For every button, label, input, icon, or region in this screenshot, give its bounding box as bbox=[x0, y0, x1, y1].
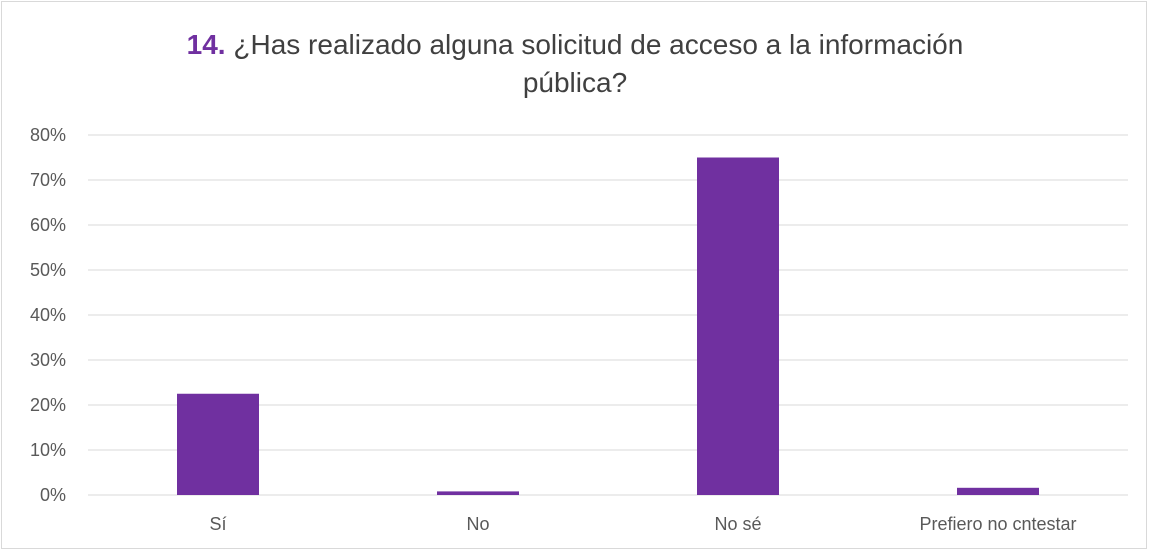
bar bbox=[177, 393, 259, 495]
y-tick-label: 20% bbox=[30, 395, 66, 415]
x-tick-label: No sé bbox=[714, 514, 761, 534]
y-tick-label: 50% bbox=[30, 260, 66, 280]
y-tick-label: 80% bbox=[30, 125, 66, 145]
x-axis-tick-labels: Sí No No sé Prefiero no cntestar bbox=[209, 514, 1076, 534]
y-tick-label: 10% bbox=[30, 440, 66, 460]
chart-title: 14. ¿Has realizado alguna solicitud de a… bbox=[0, 26, 1150, 102]
y-tick-label: 30% bbox=[30, 350, 66, 370]
chart-title-line2: pública? bbox=[522, 67, 628, 98]
y-tick-label: 70% bbox=[30, 170, 66, 190]
chart-title-text: ¿Has realizado alguna solicitud de acces… bbox=[233, 29, 964, 60]
chart-title-line1: 14. ¿Has realizado alguna solicitud de a… bbox=[0, 26, 1150, 64]
bar bbox=[697, 157, 779, 495]
y-tick-label: 40% bbox=[30, 305, 66, 325]
bars bbox=[177, 157, 1039, 495]
y-tick-label: 0% bbox=[40, 485, 66, 505]
y-axis-tick-labels: 0% 10% 20% 30% 40% 50% 60% 70% 80% bbox=[30, 125, 66, 505]
bar bbox=[957, 487, 1039, 495]
x-tick-label: Sí bbox=[209, 514, 226, 534]
bar bbox=[437, 491, 519, 495]
x-tick-label: Prefiero no cntestar bbox=[919, 514, 1076, 534]
gridlines bbox=[88, 134, 1128, 496]
x-tick-label: No bbox=[466, 514, 489, 534]
y-tick-label: 60% bbox=[30, 215, 66, 235]
chart-title-number: 14. bbox=[186, 29, 226, 60]
